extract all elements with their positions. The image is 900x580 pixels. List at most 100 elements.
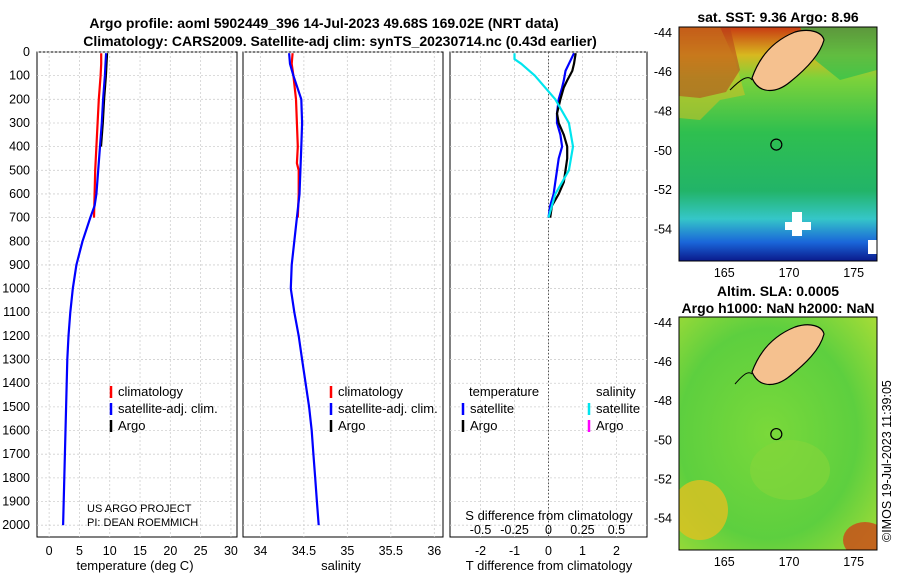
sst-map-frame <box>678 26 878 262</box>
x-tick-label: 25 <box>194 544 208 558</box>
series-line <box>92 53 103 218</box>
lon-tick-label: 175 <box>843 266 864 280</box>
title-line-1: Argo profile: aoml 5902449_396 14-Jul-20… <box>89 15 558 31</box>
lon-tick-label: 165 <box>714 266 735 280</box>
depth-tick-label: 100 <box>9 69 30 83</box>
legend-label-climatology: climatology <box>118 384 184 399</box>
x-tick-label: 5 <box>76 544 83 558</box>
depth-tick-label: 600 <box>9 187 30 201</box>
sst-missing-data-3 <box>868 240 877 254</box>
sla-map-title-2: Argo h1000: NaN h2000: NaN <box>682 300 875 316</box>
depth-tick-label: 200 <box>9 92 30 106</box>
x-tick-label: 0 <box>545 544 552 558</box>
top-tick-label: -0.25 <box>500 523 529 537</box>
sla-map-title-1: Altim. SLA: 0.0005 <box>717 283 839 299</box>
x-tick-label: -2 <box>475 544 486 558</box>
title-line-2: Climatology: CARS2009. Satellite-adj cli… <box>83 33 597 49</box>
temperature-legend: climatology satellite-adj. clim. Argo <box>109 384 218 433</box>
lat-tick-label: -46 <box>654 355 672 369</box>
legend-label-climatology: climatology <box>338 384 404 399</box>
lat-tick-label: -54 <box>654 512 672 526</box>
legend-label-argo: Argo <box>338 418 365 433</box>
x-tick-label: 35.5 <box>379 544 403 558</box>
legend-title-temperature: temperature <box>469 384 539 399</box>
sst-argo-position-marker <box>770 138 783 151</box>
salinity-panel: 34 34.5 35 35.5 36 salinity climatology sate… <box>242 51 444 573</box>
difference-line <box>547 52 575 218</box>
lat-tick-label: -44 <box>654 26 672 40</box>
x-tick-label: 30 <box>224 544 238 558</box>
legend-label-temp-satellite: satellite <box>470 401 514 416</box>
s-difference-label: S difference from climatology <box>465 508 633 523</box>
sst-map: sat. SST: 9.36 Argo: 8.96 -44 -46 -48 -50 -5… <box>654 9 878 280</box>
depth-tick-label: 800 <box>9 234 30 248</box>
sla-mid-patch <box>750 440 830 500</box>
legend-label-temp-argo: Argo <box>470 418 497 433</box>
difference-line <box>549 53 577 218</box>
x-tick-label: 36 <box>427 544 441 558</box>
depth-tick-label: 1000 <box>2 282 30 296</box>
series-line <box>288 53 320 526</box>
legend-label-sal-argo: Argo <box>596 418 623 433</box>
sst-map-title: sat. SST: 9.36 Argo: 8.96 <box>697 9 859 25</box>
x-tick-label: 1 <box>579 544 586 558</box>
x-tick-label: 34 <box>253 544 267 558</box>
x-tick-label: 2 <box>613 544 620 558</box>
x-tick-label: 10 <box>103 544 117 558</box>
lon-tick-label: 170 <box>779 555 800 569</box>
imos-watermark: ©IMOS 19-Jul-2023 11:39:05 <box>880 380 894 542</box>
sla-coastline <box>734 372 753 385</box>
depth-tick-label: 1400 <box>2 376 30 390</box>
depth-tick-label: 400 <box>9 140 30 154</box>
difference-line <box>513 53 575 218</box>
x-tick-label: 35 <box>340 544 354 558</box>
depth-tick-label: 700 <box>9 211 30 225</box>
salinity-xlabel: salinity <box>321 558 361 573</box>
t-difference-xlabel: T difference from climatology <box>466 558 633 573</box>
legend-label-satellite-adj: satellite-adj. clim. <box>118 401 218 416</box>
sla-hot-patch <box>843 522 877 550</box>
difference-legend: temperature salinity satellite Argo sate… <box>461 384 640 433</box>
project-note: US ARGO PROJECT <box>87 503 192 515</box>
lat-tick-label: -50 <box>654 144 672 158</box>
salinity-axes-box <box>242 51 444 538</box>
sst-coastline <box>729 77 753 91</box>
lon-tick-label: 175 <box>843 555 864 569</box>
depth-tick-label: 1700 <box>2 447 30 461</box>
lat-tick-label: -48 <box>654 105 672 119</box>
lat-tick-label: -54 <box>654 223 672 237</box>
pi-note: PI: DEAN ROEMMICH <box>87 517 198 529</box>
x-tick-label: -1 <box>509 544 520 558</box>
x-tick-label: 15 <box>133 544 147 558</box>
lat-tick-label: -50 <box>654 433 672 447</box>
depth-tick-label: 1500 <box>2 400 30 414</box>
depth-tick-label: 1900 <box>2 495 30 509</box>
temperature-xlabel: temperature (deg C) <box>76 558 193 573</box>
legend-label-argo: Argo <box>118 418 145 433</box>
sla-high-patch <box>679 480 728 540</box>
x-tick-label: 34.5 <box>292 544 316 558</box>
legend-label-satellite-adj: satellite-adj. clim. <box>338 401 438 416</box>
sst-land-south-island <box>751 29 825 92</box>
salinity-legend: climatology satellite-adj. clim. Argo <box>329 384 438 433</box>
difference-panel: -2 -1 0 1 2 S difference from climatology -0… <box>449 51 648 573</box>
lon-tick-label: 165 <box>714 555 735 569</box>
depth-tick-label: 0 <box>23 45 30 59</box>
temperature-panel: 0100200300400500600700800900100011001200… <box>2 45 238 573</box>
depth-tick-label: 1300 <box>2 353 30 367</box>
sla-map: Altim. SLA: 0.0005 Argo h1000: NaN h2000… <box>654 283 878 569</box>
sla-argo-position-marker <box>770 427 783 441</box>
sla-land-south-island <box>751 324 825 386</box>
temperature-axes-box <box>36 51 238 538</box>
lat-tick-label: -48 <box>654 394 672 408</box>
depth-tick-label: 1600 <box>2 424 30 438</box>
sst-missing-data-2 <box>785 222 811 230</box>
depth-tick-label: 900 <box>9 258 30 272</box>
legend-label-sal-satellite: satellite <box>596 401 640 416</box>
x-tick-label: 20 <box>163 544 177 558</box>
top-tick-label: 0.5 <box>608 523 625 537</box>
sla-map-frame <box>678 316 878 551</box>
legend-title-salinity: salinity <box>596 384 636 399</box>
lat-tick-label: -52 <box>654 183 672 197</box>
